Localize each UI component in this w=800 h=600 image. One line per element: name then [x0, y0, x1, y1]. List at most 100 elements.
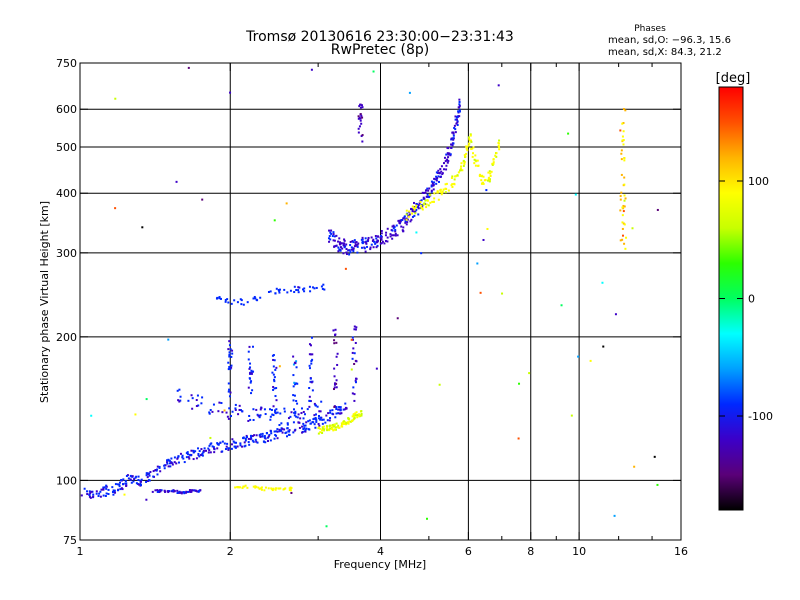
- data-point: [167, 459, 170, 462]
- data-point: [292, 355, 295, 358]
- data-point: [253, 295, 256, 298]
- data-point: [293, 411, 296, 414]
- data-point: [319, 431, 322, 434]
- data-point: [411, 208, 414, 211]
- data-point: [200, 453, 203, 456]
- data-point: [186, 451, 189, 454]
- data-point: [103, 486, 106, 489]
- data-point: [278, 428, 281, 431]
- data-point: [107, 488, 110, 491]
- data-point: [250, 435, 253, 438]
- data-point: [458, 104, 461, 107]
- data-point: [197, 490, 200, 493]
- data-point: [455, 122, 458, 125]
- data-point: [333, 383, 336, 386]
- data-point: [623, 223, 626, 226]
- data-point: [335, 407, 338, 410]
- data-point: [228, 388, 231, 391]
- data-point: [276, 437, 279, 440]
- data-point: [166, 459, 169, 462]
- data-point: [375, 237, 378, 240]
- data-point: [145, 398, 148, 401]
- data-point: [272, 487, 275, 490]
- data-point: [249, 377, 252, 380]
- data-point: [620, 152, 623, 155]
- data-point: [218, 297, 221, 300]
- data-point: [270, 430, 273, 433]
- data-point: [311, 358, 314, 361]
- data-point: [350, 338, 353, 341]
- data-point: [574, 193, 577, 196]
- data-point: [158, 465, 161, 468]
- data-point: [357, 117, 360, 120]
- data-point: [485, 189, 488, 192]
- data-point: [438, 171, 441, 174]
- data-point: [229, 91, 232, 94]
- data-point: [166, 462, 169, 465]
- data-point: [421, 208, 424, 211]
- data-point: [321, 287, 324, 290]
- data-point: [476, 159, 479, 162]
- data-point: [435, 171, 438, 174]
- data-point: [156, 489, 159, 492]
- data-point: [488, 178, 491, 181]
- data-point: [267, 435, 270, 438]
- data-point: [288, 429, 291, 432]
- data-point: [357, 242, 360, 245]
- data-point: [333, 367, 336, 370]
- data-point: [104, 494, 107, 497]
- data-point: [225, 445, 228, 448]
- data-point: [487, 177, 490, 180]
- data-point: [355, 414, 358, 417]
- data-point: [275, 399, 278, 402]
- data-point: [326, 429, 329, 432]
- data-point: [295, 360, 298, 363]
- data-point: [242, 485, 245, 488]
- data-point: [411, 212, 414, 215]
- data-point: [304, 424, 307, 427]
- chart-subtitle: RwPretec (8p): [331, 42, 429, 58]
- data-point: [353, 352, 356, 355]
- data-point: [229, 367, 232, 370]
- data-point: [177, 455, 180, 458]
- data-point: [335, 422, 338, 425]
- data-point: [188, 453, 191, 456]
- data-point: [269, 415, 272, 418]
- x-tick-label: 16: [674, 545, 688, 558]
- data-point: [124, 480, 127, 483]
- data-point: [176, 389, 179, 392]
- data-point: [452, 131, 455, 134]
- data-point: [125, 474, 128, 477]
- data-point: [462, 164, 465, 167]
- data-point: [454, 128, 457, 131]
- data-point: [434, 178, 437, 181]
- data-point: [190, 489, 193, 492]
- data-point: [227, 301, 230, 304]
- data-point: [491, 163, 494, 166]
- data-point: [148, 479, 151, 482]
- data-point: [331, 235, 334, 238]
- data-point: [471, 155, 474, 158]
- data-point: [273, 378, 276, 381]
- data-point: [347, 422, 350, 425]
- data-point: [258, 416, 261, 419]
- data-point: [360, 122, 363, 125]
- data-point: [656, 483, 659, 486]
- x-tick-label: 2: [227, 545, 234, 558]
- data-point: [413, 208, 416, 211]
- data-point: [320, 400, 323, 403]
- data-point: [275, 434, 278, 437]
- data-point: [452, 138, 455, 141]
- data-point: [354, 341, 357, 344]
- data-point: [321, 432, 324, 435]
- data-point: [158, 466, 161, 469]
- data-point: [460, 168, 463, 171]
- data-point: [486, 227, 489, 230]
- data-point: [207, 447, 210, 450]
- data-point: [263, 436, 266, 439]
- data-point: [196, 490, 199, 493]
- data-point: [112, 493, 115, 496]
- data-point: [359, 119, 362, 122]
- data-point: [301, 431, 304, 434]
- data-point: [275, 408, 278, 411]
